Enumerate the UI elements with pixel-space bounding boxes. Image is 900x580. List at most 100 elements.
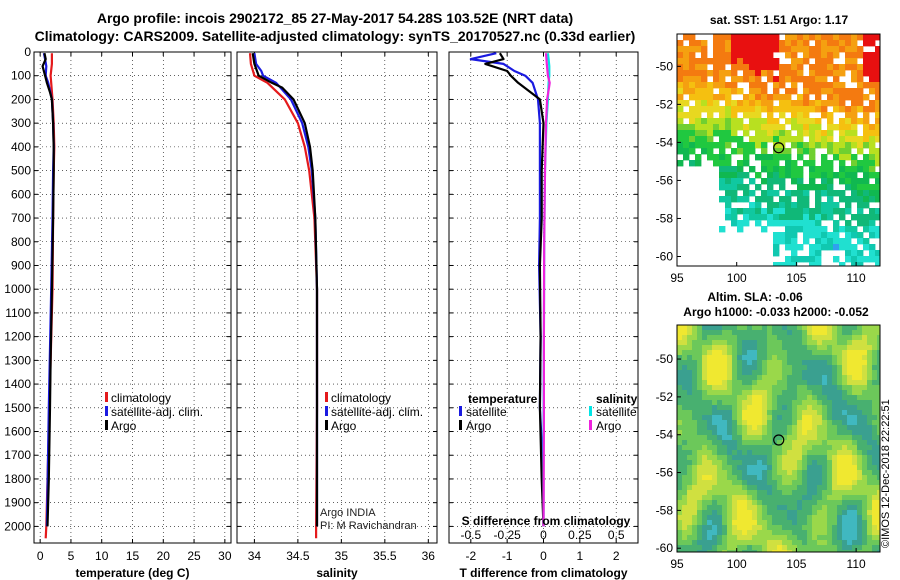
map-cell xyxy=(862,380,868,386)
map-cell xyxy=(767,130,774,137)
map-cell xyxy=(762,470,768,476)
map-cell xyxy=(717,430,723,436)
y-tick-label: 600 xyxy=(11,187,31,201)
map-cell xyxy=(737,166,744,173)
map-cell xyxy=(845,46,852,53)
map-cell xyxy=(827,430,833,436)
map-cell xyxy=(727,475,733,481)
map-cell xyxy=(717,500,723,506)
map-cell xyxy=(817,410,823,416)
map-cell xyxy=(717,540,723,546)
map-cell xyxy=(777,410,783,416)
map-cell xyxy=(837,505,843,511)
map-cell xyxy=(852,360,858,366)
map-cell xyxy=(791,166,798,173)
map-cell xyxy=(852,540,858,546)
map-cell xyxy=(717,400,723,406)
map-cell xyxy=(762,350,768,356)
map-cell xyxy=(797,505,803,511)
map-cell xyxy=(713,34,720,41)
map-cell xyxy=(852,340,858,346)
map-cell xyxy=(773,148,780,155)
map-cell xyxy=(779,124,786,131)
map-cell xyxy=(833,76,840,83)
map-cell xyxy=(702,375,708,381)
map-cell xyxy=(803,124,810,131)
map-cell xyxy=(707,124,714,131)
map-cell xyxy=(857,118,864,125)
map-cell xyxy=(782,450,788,456)
map-cell xyxy=(872,545,878,551)
map-cell xyxy=(692,470,698,476)
map-cell xyxy=(857,505,863,511)
map-cell xyxy=(863,202,870,209)
sla-map-subtitle: Argo h1000: -0.033 h2000: -0.052 xyxy=(683,305,869,319)
map-cell xyxy=(737,415,743,421)
map-cell xyxy=(731,166,738,173)
map-cell xyxy=(847,465,853,471)
map-cell xyxy=(743,100,750,107)
map-cell xyxy=(683,124,690,131)
map-cell xyxy=(807,385,813,391)
map-cell xyxy=(797,385,803,391)
map-cell xyxy=(842,470,848,476)
map-cell xyxy=(707,450,713,456)
map-cell xyxy=(762,515,768,521)
map-cell xyxy=(827,184,834,191)
map-cell xyxy=(832,405,838,411)
map-cell xyxy=(762,500,768,506)
map-cell xyxy=(797,380,803,386)
y-tick-label: 1700 xyxy=(4,448,31,462)
map-cell xyxy=(722,415,728,421)
map-cell xyxy=(743,124,750,131)
map-cell xyxy=(695,82,702,89)
map-cell xyxy=(809,262,816,266)
map-cell xyxy=(761,88,768,95)
map-cell xyxy=(677,400,683,406)
map-cell xyxy=(875,34,880,41)
map-cell xyxy=(867,355,873,361)
map-cell xyxy=(743,34,750,41)
map-cell xyxy=(682,325,688,331)
map-cell xyxy=(761,130,768,137)
map-cell xyxy=(812,465,818,471)
x-tick-label: 105 xyxy=(786,557,806,571)
map-cell xyxy=(697,355,703,361)
map-cell xyxy=(827,232,834,239)
map-cell xyxy=(827,455,833,461)
map-cell xyxy=(731,196,738,203)
map-cell xyxy=(677,64,684,71)
map-cell xyxy=(701,82,708,89)
map-cell xyxy=(677,350,683,356)
map-cell xyxy=(682,455,688,461)
map-cell xyxy=(747,380,753,386)
map-cell xyxy=(777,550,783,552)
map-cell xyxy=(717,530,723,536)
map-cell xyxy=(817,355,823,361)
map-cell xyxy=(687,460,693,466)
map-cell xyxy=(812,405,818,411)
map-cell xyxy=(827,124,834,131)
map-cell xyxy=(772,340,778,346)
map-cell xyxy=(817,490,823,496)
map-cell xyxy=(697,420,703,426)
map-cell xyxy=(761,190,768,197)
map-cell xyxy=(833,244,840,251)
y-tick-label: 400 xyxy=(11,140,31,154)
map-cell xyxy=(722,465,728,471)
map-cell xyxy=(677,395,683,401)
map-cell xyxy=(807,410,813,416)
map-cell xyxy=(863,196,870,203)
map-cell xyxy=(717,435,723,441)
map-cell xyxy=(782,360,788,366)
map-cell xyxy=(747,410,753,416)
map-cell xyxy=(852,550,858,552)
map-cell xyxy=(719,52,726,59)
map-cell xyxy=(869,52,876,59)
map-cell xyxy=(822,330,828,336)
map-cell xyxy=(812,420,818,426)
map-cell xyxy=(707,94,714,101)
map-cell xyxy=(747,360,753,366)
map-cell xyxy=(797,46,804,53)
map-cell xyxy=(687,345,693,351)
